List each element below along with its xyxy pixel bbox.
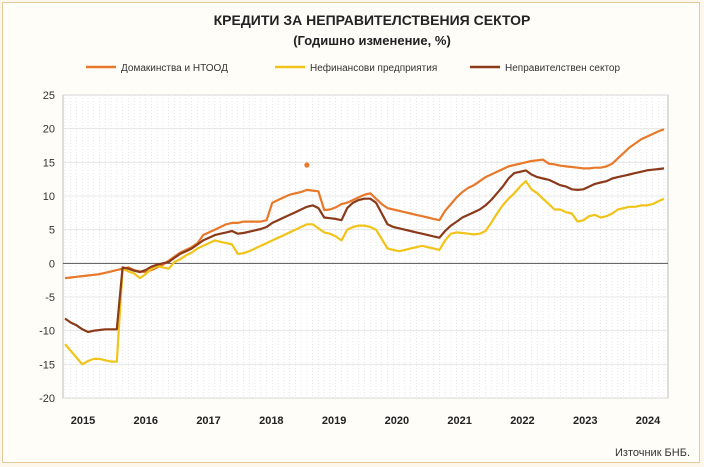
x-year-label: 2020 [385, 415, 409, 427]
series-line-3 [64, 167, 665, 334]
annotation-point [304, 162, 310, 168]
chart-subtitle: (Годишно изменение, %) [293, 33, 451, 48]
y-tick-label: -10 [39, 326, 55, 338]
x-year-label: 2019 [322, 415, 346, 427]
y-tick-label: -15 [39, 359, 55, 371]
legend: Домакинства и НТООД Нефинансови предприят… [86, 62, 620, 74]
y-tick-label: 10 [43, 191, 55, 203]
y-tick-label: 15 [43, 157, 55, 169]
x-year-label: 2023 [573, 415, 597, 427]
y-tick-label: 5 [49, 225, 55, 237]
y-tick-label: 20 [43, 124, 55, 136]
legend-label: Неправителствен сектор [505, 63, 620, 74]
y-tick-label: -5 [45, 292, 55, 304]
y-tick-label: 25 [43, 90, 55, 102]
legend-label: Домакинства и НТООД [121, 63, 228, 74]
x-year-label: 2017 [196, 415, 220, 427]
x-year-label: 2015 [71, 415, 95, 427]
x-year-label: 2022 [510, 415, 534, 427]
x-year-label: 2021 [447, 415, 471, 427]
source-note: Източник БНБ. [615, 447, 690, 459]
y-tick-label: 0 [49, 258, 55, 270]
x-year-label: 2018 [259, 415, 283, 427]
x-year-label: 2016 [134, 415, 158, 427]
plot-background [62, 94, 669, 399]
y-tick-label: -20 [39, 393, 55, 405]
legend-label: Нефинансови предприятия [310, 62, 437, 74]
x-year-label: 2024 [636, 415, 661, 427]
series-line-2 [64, 180, 665, 366]
chart-title: КРЕДИТИ ЗА НЕПРАВИТЕЛСТВЕНИЯ СЕКТОР [214, 12, 531, 28]
